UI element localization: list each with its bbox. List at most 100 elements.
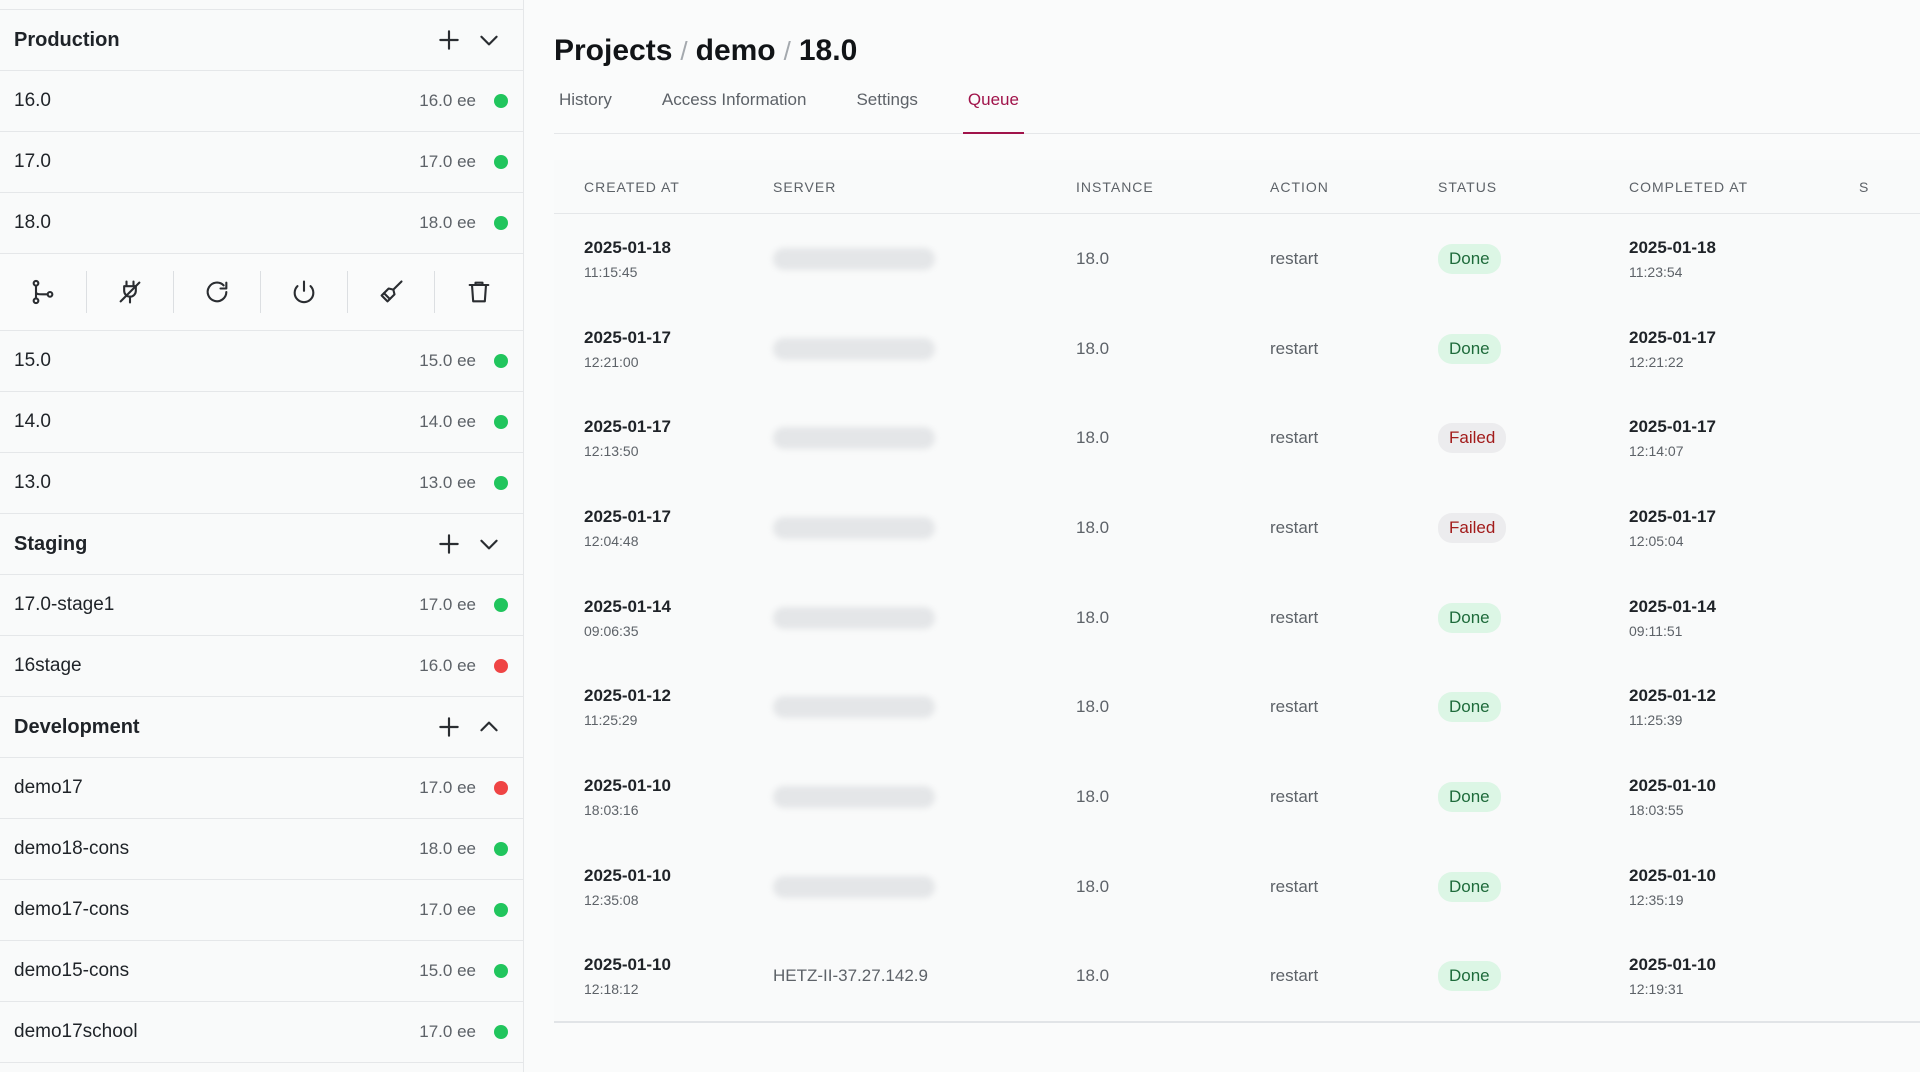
created-time: 09:06:35 <box>584 622 639 639</box>
sidebar-item-15.0[interactable]: 15.0 15.0 ee <box>0 331 523 392</box>
sidebar-item-17.0-stage1[interactable]: 17.0-stage1 17.0 ee <box>0 575 523 636</box>
table-row[interactable]: 2025-01-10 18:03:16 18.0 restart Done 2025-01… <box>554 752 1920 842</box>
status-cell: Done <box>1438 871 1629 902</box>
created-at-cell: 2025-01-10 12:18:12 <box>554 955 773 997</box>
column-header-created-at[interactable]: CREATED AT <box>584 178 680 195</box>
plus-icon[interactable] <box>429 524 469 564</box>
sidebar-item-demo17-cons[interactable]: demo17-cons 17.0 ee <box>0 880 523 941</box>
database-version: 17.0 ee <box>419 595 476 614</box>
sidebar-item-16stage[interactable]: 16stage 16.0 ee <box>0 636 523 697</box>
group-header-production[interactable]: Production <box>0 10 523 71</box>
completed-time: 12:35:19 <box>1629 891 1684 908</box>
refresh-button[interactable] <box>174 271 261 313</box>
completed-date: 2025-01-10 <box>1629 865 1716 885</box>
power-button[interactable] <box>261 271 348 313</box>
status-cell: Done <box>1438 333 1629 364</box>
table-row[interactable]: 2025-01-12 11:25:29 18.0 restart Done 2025-01… <box>554 662 1920 752</box>
plus-icon[interactable] <box>429 20 469 60</box>
created-time: 12:13:50 <box>584 443 639 460</box>
completed-at-cell: 2025-01-17 12:05:04 <box>1629 507 1859 549</box>
status-cell: Done <box>1438 243 1629 274</box>
breadcrumb-projects[interactable]: Projects <box>554 34 673 67</box>
column-header-action[interactable]: ACTION <box>1270 178 1329 195</box>
completed-date: 2025-01-10 <box>1629 955 1716 975</box>
status-badge: Done <box>1438 692 1501 723</box>
status-cell: Failed <box>1438 423 1629 454</box>
broom-button[interactable] <box>348 271 435 313</box>
trash-button[interactable] <box>435 271 522 313</box>
table-row[interactable]: 2025-01-17 12:13:50 18.0 restart Failed 2025-… <box>554 393 1920 483</box>
sidebar: Production 16.0 16.0 ee 17.0 17.0 ee 18.0 18.0… <box>0 0 524 1072</box>
created-at-cell: 2025-01-18 11:15:45 <box>554 238 773 280</box>
tab-queue[interactable]: Queue <box>962 82 1024 134</box>
sidebar-item-13.0[interactable]: 13.0 13.0 ee <box>0 453 523 514</box>
completed-at-cell: 2025-01-12 11:25:39 <box>1629 686 1859 728</box>
created-time: 11:15:45 <box>584 263 638 280</box>
instance-cell: 18.0 <box>1076 248 1110 268</box>
sidebar-item-demo18-cons[interactable]: demo18-cons 18.0 ee <box>0 819 523 880</box>
table-row[interactable]: 2025-01-14 09:06:35 18.0 restart Done 2025-01… <box>554 573 1920 663</box>
broom-icon <box>377 278 405 306</box>
redacted-server <box>773 785 935 808</box>
completed-date: 2025-01-17 <box>1629 327 1716 347</box>
sidebar-item-18.0[interactable]: 18.0 18.0 ee <box>0 193 523 254</box>
status-badge: Done <box>1438 333 1501 364</box>
redacted-server <box>773 337 935 360</box>
chevron-down-icon[interactable] <box>469 524 509 564</box>
created-at-cell: 2025-01-12 11:25:29 <box>554 686 773 728</box>
status-cell: Done <box>1438 961 1629 992</box>
completed-time: 09:11:51 <box>1629 622 1683 639</box>
created-date: 2025-01-12 <box>584 686 671 706</box>
database-name: 13.0 <box>14 472 51 493</box>
server-cell <box>773 696 1076 719</box>
table-row[interactable]: 2025-01-17 12:21:00 18.0 restart Done 2025-01… <box>554 304 1920 394</box>
instance-cell: 18.0 <box>1076 966 1110 986</box>
column-header-status[interactable]: STATUS <box>1438 178 1498 195</box>
database-version: 16.0 ee <box>419 656 476 675</box>
tab-settings[interactable]: Settings <box>856 90 918 109</box>
table-row[interactable]: 2025-01-18 11:15:45 18.0 restart Done 2025-01… <box>554 214 1920 304</box>
sidebar-item-demo17school[interactable]: demo17school 17.0 ee <box>0 1002 523 1063</box>
column-header-truncated[interactable]: S <box>1859 178 1870 195</box>
server-cell <box>773 427 1076 450</box>
sidebar-item-demo15-cons[interactable]: demo15-cons 15.0 ee <box>0 941 523 1002</box>
plug-button[interactable] <box>87 271 174 313</box>
status-dot <box>494 155 508 169</box>
completed-time: 11:23:54 <box>1629 263 1683 280</box>
column-header-instance[interactable]: INSTANCE <box>1076 178 1154 195</box>
status-dot <box>494 781 508 795</box>
table-row[interactable]: 2025-01-17 12:04:48 18.0 restart Failed 2025-… <box>554 483 1920 573</box>
column-header-server[interactable]: SERVER <box>773 178 837 195</box>
branch-button[interactable] <box>0 271 87 313</box>
sidebar-item-16.0[interactable]: 16.0 16.0 ee <box>0 71 523 132</box>
completed-date: 2025-01-12 <box>1629 686 1716 706</box>
server-cell <box>773 785 1076 808</box>
plus-icon[interactable] <box>429 707 469 747</box>
status-dot <box>494 354 508 368</box>
breadcrumb-project[interactable]: demo <box>695 34 776 67</box>
table-row[interactable]: 2025-01-10 12:35:08 18.0 restart Done 2025-01… <box>554 842 1920 932</box>
tab-history[interactable]: History <box>559 90 612 109</box>
sidebar-item-demo17[interactable]: demo17 17.0 ee <box>0 758 523 819</box>
created-date: 2025-01-17 <box>584 417 671 437</box>
column-header-completed-at[interactable]: COMPLETED AT <box>1629 178 1749 195</box>
chevron-down-icon[interactable] <box>469 20 509 60</box>
completed-at-cell: 2025-01-10 12:19:31 <box>1629 955 1859 997</box>
created-at-cell: 2025-01-10 18:03:16 <box>554 776 773 818</box>
sidebar-item-14.0[interactable]: 14.0 14.0 ee <box>0 392 523 453</box>
server-cell <box>773 875 1076 898</box>
created-date: 2025-01-17 <box>584 327 671 347</box>
queue-table: CREATED AT SERVER INSTANCE ACTION STATUS… <box>554 160 1920 1024</box>
database-name: 16stage <box>14 655 82 676</box>
server-cell <box>773 606 1076 629</box>
table-row[interactable]: 2025-01-10 12:18:12 HETZ-II-37.27.142.9 18.… <box>554 932 1920 1022</box>
chevron-up-icon[interactable] <box>469 707 509 747</box>
status-cell: Done <box>1438 602 1629 633</box>
sidebar-item-17.0[interactable]: 17.0 17.0 ee <box>0 132 523 193</box>
group-header-staging[interactable]: Staging <box>0 514 523 575</box>
status-dot <box>494 1025 508 1039</box>
tab-access-information[interactable]: Access Information <box>661 90 807 109</box>
status-badge: Done <box>1438 871 1501 902</box>
group-header-development[interactable]: Development <box>0 697 523 758</box>
completed-date: 2025-01-18 <box>1629 237 1716 257</box>
